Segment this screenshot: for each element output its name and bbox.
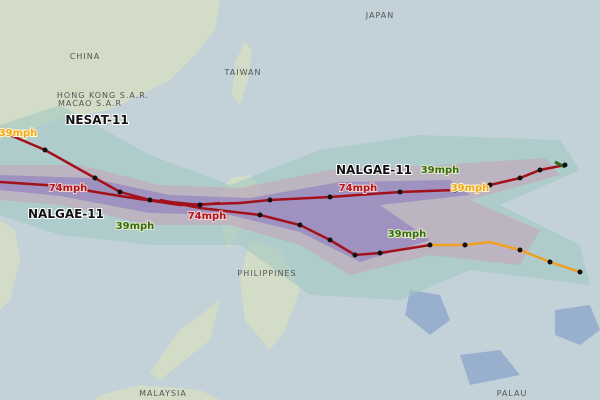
place-label: MALAYSIA	[139, 389, 187, 398]
place-label: JAPAN	[365, 11, 394, 20]
speed-label: 39mph	[421, 165, 460, 176]
speed-label: 74mph	[188, 211, 227, 222]
speed-label: 39mph	[388, 229, 427, 240]
taiwan	[232, 42, 252, 105]
track	[159, 198, 431, 257]
place-label: TAIWAN	[223, 68, 261, 77]
mainland	[0, 0, 220, 140]
speed-label: 39mph	[451, 183, 490, 194]
storm-label: NALGAE-11	[28, 207, 104, 221]
track-points	[42, 147, 583, 275]
speed-label: 39mph	[0, 128, 37, 139]
speed-label: 74mph	[49, 183, 88, 194]
storm-label: NALGAE-11	[336, 163, 412, 177]
storm-label: NESAT-11	[65, 113, 128, 127]
place-label: PALAU	[497, 389, 528, 398]
islands	[405, 290, 600, 385]
place-label: HONG KONG S.A.R.	[57, 91, 149, 100]
place-label: MACAO S.A.R	[58, 99, 122, 108]
speed-label: 74mph	[339, 183, 378, 194]
place-label: PHILIPPINES	[237, 269, 296, 278]
track	[430, 240, 581, 274]
philippines	[150, 175, 300, 380]
borneo	[95, 385, 220, 400]
speed-label: 39mph	[116, 221, 155, 232]
land	[0, 220, 20, 310]
place-label: CHINA	[70, 52, 100, 61]
